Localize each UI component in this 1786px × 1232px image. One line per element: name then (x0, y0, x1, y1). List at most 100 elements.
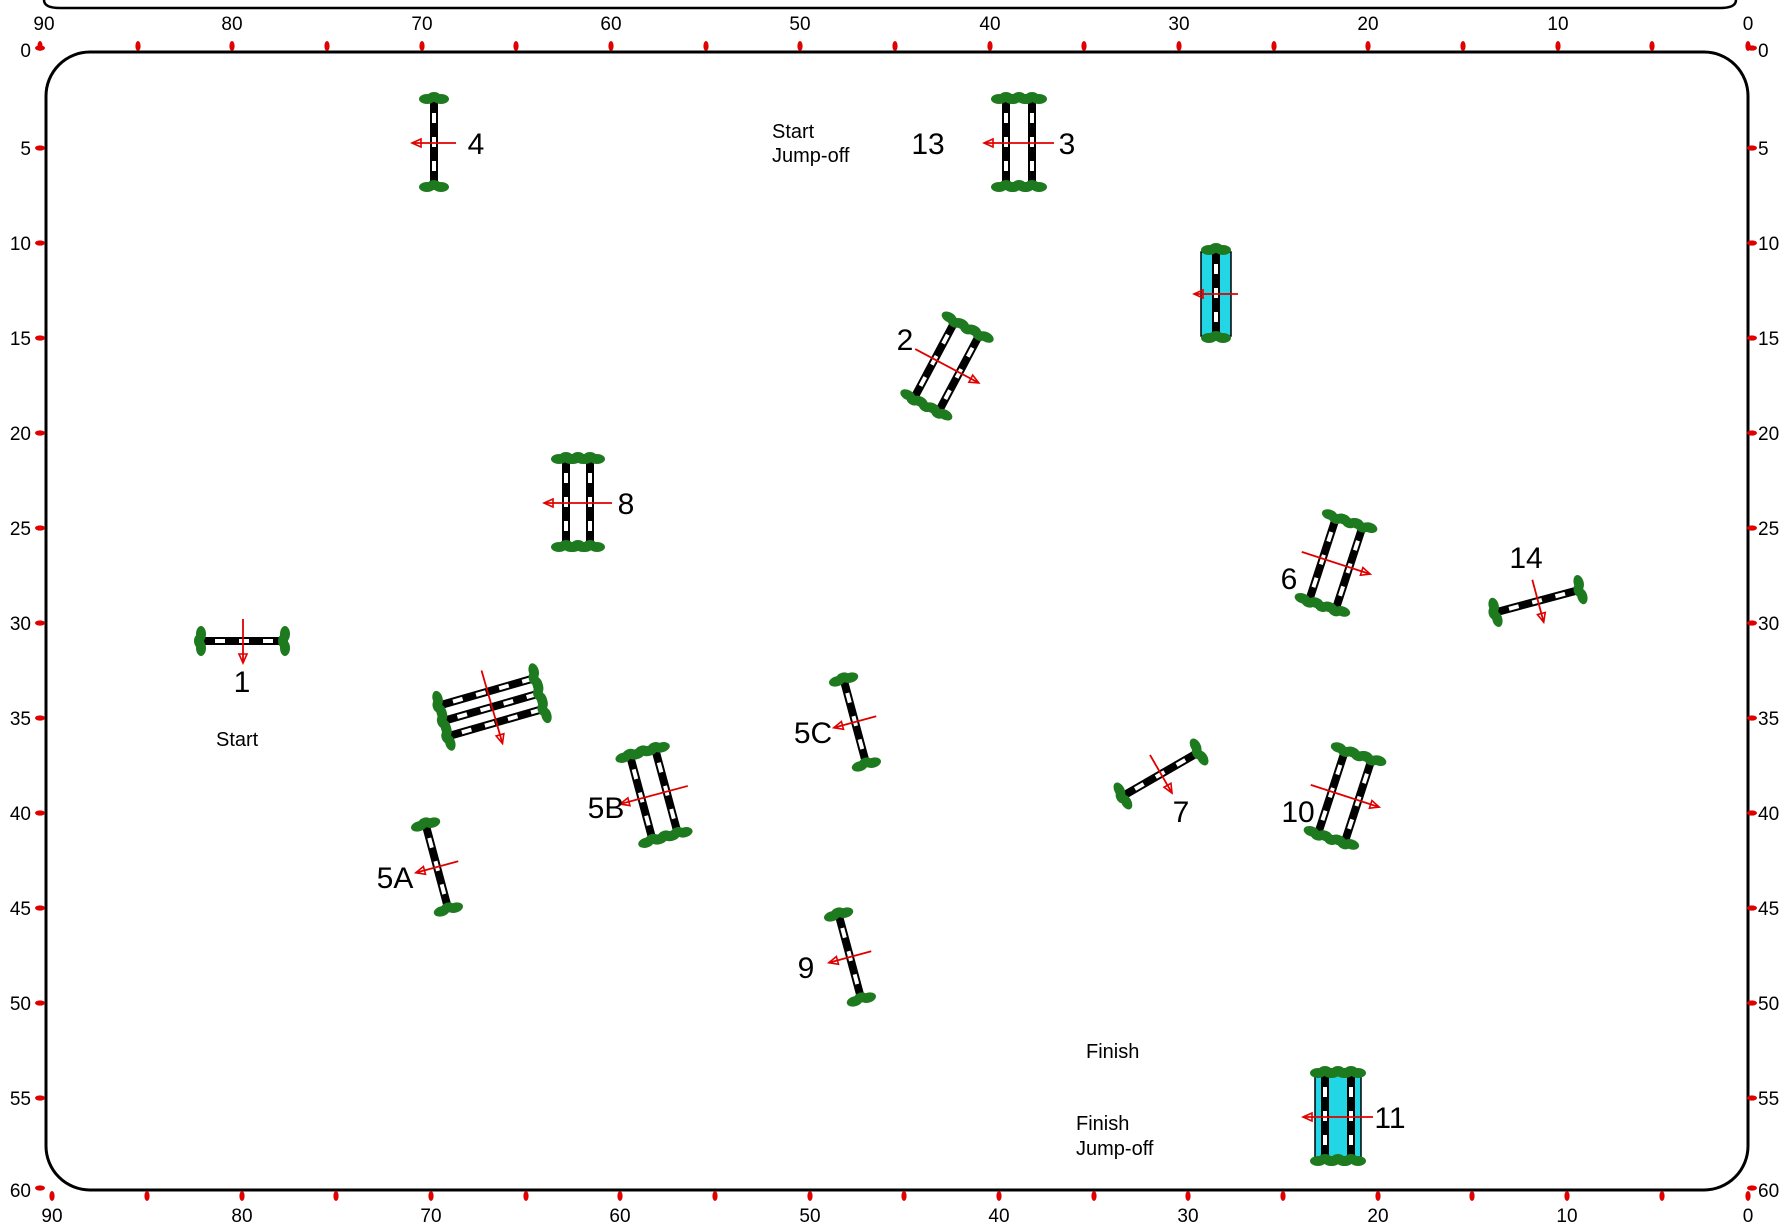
start-jumpoff-label-line2: Jump-off (772, 145, 850, 167)
pole-stripe (588, 473, 592, 483)
arrow-head (1162, 781, 1173, 795)
pole-stripe (1345, 562, 1353, 574)
bush-icon (999, 92, 1013, 102)
pole-stripe (1335, 764, 1343, 776)
ruler-tick-top (135, 41, 141, 51)
ruler-tick-bottom (901, 1191, 907, 1201)
fence-8: 8 (542, 452, 634, 552)
pole-stripe (918, 376, 928, 387)
fence-2: 2 (897, 311, 994, 421)
ruler-tick-bottom (333, 1191, 339, 1201)
bush-icon (559, 452, 573, 462)
fence-1: 1 (194, 619, 290, 699)
pole-stripe (1154, 770, 1166, 779)
ruler-label-top: 10 (1547, 14, 1568, 35)
pole-stripe (564, 497, 568, 507)
bush-icon (999, 180, 1013, 190)
fence-10: 10 (1281, 742, 1387, 850)
bush-icon (1025, 180, 1039, 190)
arrow-head (410, 137, 422, 149)
finish-label: Finish (1086, 1041, 1139, 1063)
ruler-label-left: 30 (10, 614, 31, 635)
ruler-label-right: 20 (1758, 424, 1779, 445)
ruler-tick-top (797, 41, 803, 51)
ruler-tick-left (35, 715, 45, 721)
bush-icon (1209, 331, 1223, 341)
ruler-label-bottom: 60 (609, 1206, 630, 1227)
ruler-label-top: 30 (1168, 14, 1189, 35)
ruler-tick-right (1747, 335, 1757, 341)
pole-stripe (1554, 591, 1566, 599)
fence-triple (432, 663, 552, 751)
arrow-head (618, 796, 632, 807)
ruler-tick-top (608, 41, 614, 51)
ruler-tick-bottom (1375, 1191, 1381, 1201)
pole-stripe (631, 768, 639, 780)
ruler-label-left: 20 (10, 424, 31, 445)
pole-stripe (588, 521, 592, 531)
fence-number: 14 (1509, 542, 1542, 575)
ruler-label-left: 40 (10, 804, 31, 825)
ruler-tick-top (229, 41, 235, 51)
ruler-label-bottom: 90 (41, 1206, 62, 1227)
bush-icon (441, 729, 452, 744)
arena-border (44, 50, 1750, 1192)
ruler-tick-top (1365, 41, 1371, 51)
bush-icon (528, 671, 539, 686)
fence-number: 6 (1281, 563, 1298, 596)
pole-stripe (954, 368, 964, 379)
arrow-head (542, 497, 554, 509)
ruler-label-top: 0 (1743, 14, 1754, 35)
ruler-label-right: 0 (1758, 41, 1769, 62)
pole-stripe (1030, 161, 1034, 171)
ruler-tick-bottom (428, 1191, 434, 1201)
ruler-label-top: 70 (411, 14, 432, 35)
ruler-tick-bottom (1659, 1191, 1665, 1201)
bush-icon (432, 699, 443, 713)
bush-icon (836, 672, 850, 683)
pole-stripe (943, 389, 952, 400)
ruler-tick-right (1747, 145, 1757, 151)
ruler-label-left: 15 (10, 329, 31, 350)
direction-arrow (1531, 579, 1545, 623)
ruler-label-top: 90 (33, 14, 54, 35)
pole-stripe (930, 354, 939, 366)
ruler-tick-left (35, 620, 45, 626)
pole-stripe (1323, 1087, 1327, 1097)
ruler-tick-bottom (1091, 1191, 1097, 1201)
pole-stripe (1004, 161, 1008, 171)
bush-icon (622, 748, 637, 760)
fence-6: 6 (1281, 509, 1378, 617)
pole-stripe (1326, 531, 1334, 543)
zone-labels: Start Start Jump-off Finish Finish Jump-… (216, 121, 1154, 1160)
pole-stripe (432, 137, 436, 147)
ruler-tick-bottom (1745, 1191, 1751, 1201)
bush-icon (278, 634, 288, 648)
ruler-label-top: 80 (221, 14, 242, 35)
fences: 1 2 3 13 4 5A 5B 5C 6 7 8 9 10 11 14 (194, 92, 1588, 1166)
pole-stripe (502, 699, 514, 706)
pole-stripe (484, 721, 496, 728)
fence-11: 11 (1301, 1066, 1406, 1166)
ruler-tick-left (35, 45, 45, 51)
pole-stripe (1327, 787, 1335, 798)
ruler-label-top: 50 (789, 14, 810, 35)
arrow-head (1536, 611, 1547, 625)
pole-stripe (669, 808, 676, 820)
pole-stripe (1349, 1111, 1353, 1121)
ruler-label-bottom: 50 (799, 1206, 820, 1227)
bush-icon (1364, 755, 1379, 766)
direction-arrow (1149, 754, 1173, 794)
fence-14: 14 (1488, 542, 1588, 627)
ruler-label-left: 35 (10, 709, 31, 730)
pole-stripe (1030, 113, 1034, 123)
fence-7: 7 (1113, 738, 1209, 829)
ruler-label-right: 10 (1758, 234, 1779, 255)
bush-icon (1328, 605, 1342, 617)
ruler-tick-right (1747, 1185, 1757, 1191)
fence-number: 5A (377, 862, 414, 895)
fence-4: 4 (410, 92, 484, 192)
ruler-tick-left (35, 335, 45, 341)
pole-stripe (1347, 818, 1355, 830)
pole-stripe (1349, 1087, 1353, 1097)
